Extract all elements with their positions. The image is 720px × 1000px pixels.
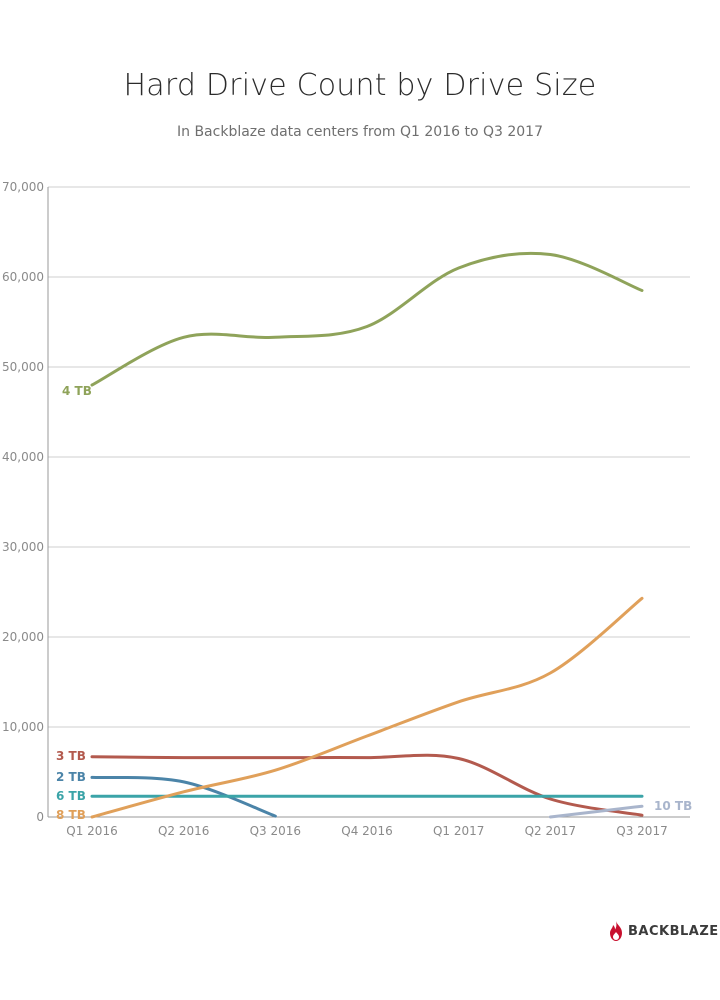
series-line-4-tb <box>90 251 644 387</box>
x-tick-label: Q2 2016 <box>158 824 209 838</box>
series-label-8-tb: 8 TB <box>56 808 86 822</box>
brand-logo: BACKBLAZE <box>608 921 719 941</box>
y-tick-label: 50,000 <box>2 360 44 374</box>
series-line-10-tb <box>548 804 644 819</box>
series-label-6-tb: 6 TB <box>56 789 86 803</box>
grid-layer <box>48 186 690 818</box>
y-tick-label: 70,000 <box>2 180 44 194</box>
series-layer <box>90 251 644 819</box>
series-label-4-tb: 4 TB <box>62 384 92 398</box>
chart-title: Hard Drive Count by Drive Size <box>123 68 597 103</box>
x-tick-label: Q3 2017 <box>616 824 667 838</box>
series-label-3-tb: 3 TB <box>56 749 86 763</box>
series-label-10-tb: 10 TB <box>654 799 692 813</box>
x-tick-label: Q4 2016 <box>341 824 392 838</box>
series-label-layer: 4 TB 3 TB 2 TB 6 TB 8 TB 10 TB <box>56 384 692 822</box>
series-line-2-tb <box>90 775 277 818</box>
chart-subtitle: In Backblaze data centers from Q1 2016 t… <box>177 124 543 140</box>
series-line-3-tb <box>90 753 644 817</box>
series-line-8-tb <box>90 596 644 819</box>
y-tick-label: 40,000 <box>2 450 44 464</box>
y-tick-label: 10,000 <box>2 720 44 734</box>
x-tick-label: Q1 2017 <box>433 824 484 838</box>
x-tick-label: Q2 2017 <box>525 824 576 838</box>
x-tick-label: Q1 2016 <box>66 824 117 838</box>
y-tick-label: 20,000 <box>2 630 44 644</box>
axis-layer: 0 10,000 20,000 30,000 40,000 50,000 60,000 70,… <box>2 180 668 838</box>
brand-name: BACKBLAZE <box>628 923 719 939</box>
y-tick-label: 30,000 <box>2 540 44 554</box>
y-tick-label: 60,000 <box>2 270 44 284</box>
series-label-2-tb: 2 TB <box>56 770 86 784</box>
x-tick-label: Q3 2016 <box>250 824 301 838</box>
flame-icon <box>610 921 622 941</box>
y-tick-label: 0 <box>36 810 44 824</box>
